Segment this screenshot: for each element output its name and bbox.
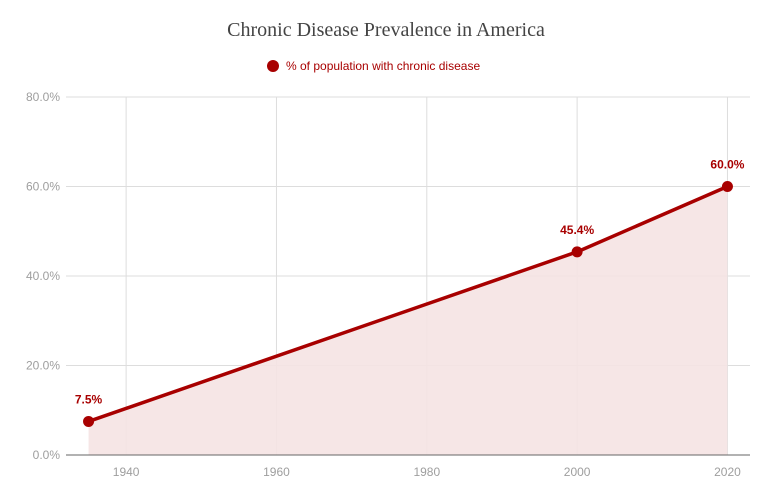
chart-title: Chronic Disease Prevalence in America xyxy=(227,19,545,41)
legend-label: % of population with chronic disease xyxy=(286,59,480,73)
data-point xyxy=(571,246,583,258)
x-tick-label: 1940 xyxy=(113,465,140,479)
x-tick-label: 1960 xyxy=(263,465,290,479)
legend: % of population with chronic disease xyxy=(267,59,480,73)
y-tick-label: 0.0% xyxy=(33,448,61,462)
series-area xyxy=(88,186,728,455)
y-tick-label: 20.0% xyxy=(26,359,60,373)
x-tick-label: 1980 xyxy=(413,465,440,479)
data-point xyxy=(721,181,733,192)
y-tick-label: 60.0% xyxy=(26,180,60,194)
y-tick-label: 40.0% xyxy=(26,269,60,283)
data-label: 7.5% xyxy=(75,392,103,406)
legend-marker xyxy=(267,60,279,72)
x-tick-label: 2000 xyxy=(564,465,591,479)
x-tick-label: 2020 xyxy=(714,465,741,479)
data-label: 60.0% xyxy=(710,158,744,172)
data-label: 45.4% xyxy=(560,223,594,237)
y-tick-label: 80.0% xyxy=(26,90,60,104)
data-point xyxy=(83,415,95,427)
